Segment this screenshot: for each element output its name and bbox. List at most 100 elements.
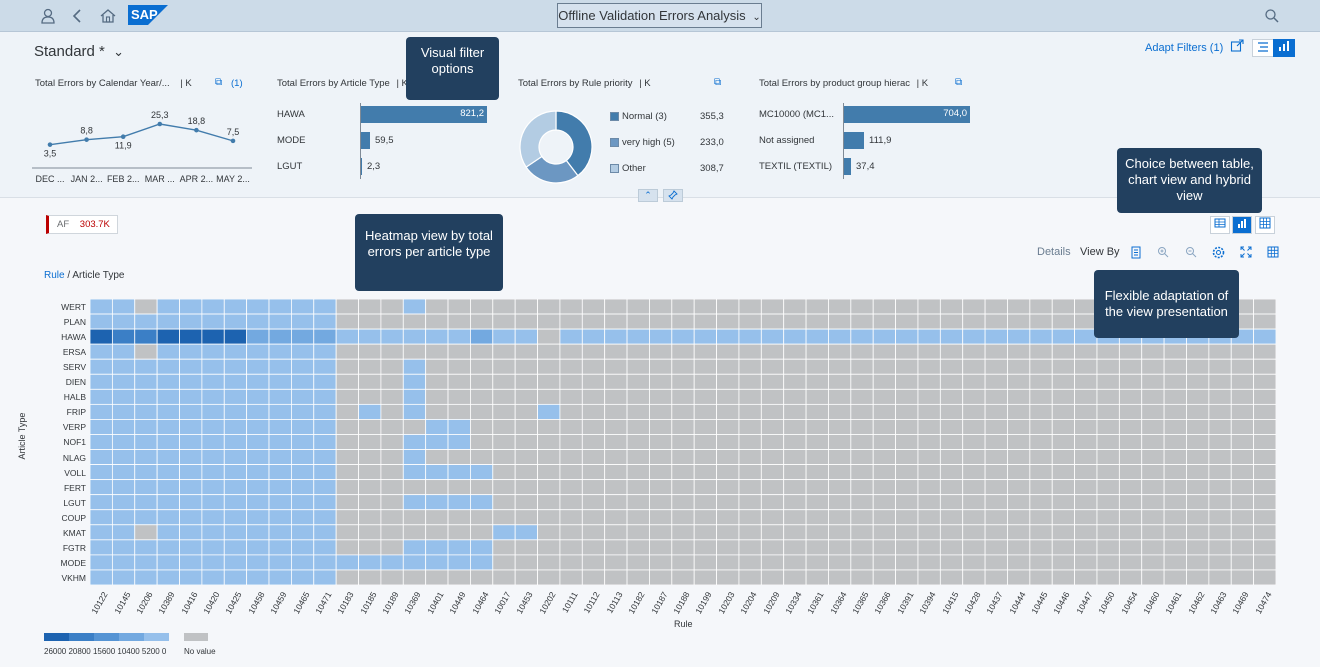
heatmap-cell[interactable] bbox=[290, 388, 315, 405]
heatmap-cell[interactable] bbox=[604, 479, 628, 496]
heatmap-cell[interactable] bbox=[537, 373, 561, 390]
heatmap-cell[interactable] bbox=[111, 449, 136, 465]
heatmap-cell[interactable] bbox=[1141, 373, 1165, 390]
calendar-line-chart[interactable]: 3,5 DEC ... 8,8 JAN 2... 11,9 FEB 2... 25,3 MAR… bbox=[30, 100, 260, 190]
heatmap-cell[interactable] bbox=[850, 373, 874, 390]
heatmap-cell[interactable] bbox=[1051, 299, 1076, 315]
heatmap-cell[interactable] bbox=[268, 464, 292, 481]
heatmap-cell[interactable] bbox=[1141, 388, 1165, 405]
heatmap-cell[interactable] bbox=[917, 509, 941, 526]
heatmap-cell[interactable] bbox=[939, 479, 964, 496]
heatmap-cell[interactable] bbox=[760, 388, 785, 405]
heatmap-cell[interactable] bbox=[805, 388, 829, 405]
heatmap-cell[interactable] bbox=[962, 509, 986, 526]
heatmap-cell[interactable] bbox=[537, 554, 561, 571]
heatmap-cell[interactable] bbox=[984, 328, 1008, 345]
heatmap-cell[interactable] bbox=[939, 299, 964, 315]
heatmap-cell[interactable] bbox=[850, 313, 874, 330]
heatmap-cell[interactable] bbox=[671, 328, 695, 345]
heatmap-cell[interactable] bbox=[470, 449, 494, 465]
heatmap-cell[interactable] bbox=[290, 434, 315, 450]
heatmap-cell[interactable] bbox=[447, 358, 471, 375]
heatmap-cell[interactable] bbox=[402, 509, 427, 526]
heatmap-cell[interactable] bbox=[738, 403, 762, 420]
heatmap-cell[interactable] bbox=[649, 403, 673, 420]
heatmap-cell[interactable] bbox=[111, 524, 136, 541]
article-type-bar[interactable] bbox=[361, 132, 370, 149]
heatmap-cell[interactable] bbox=[872, 539, 896, 556]
heatmap-cell[interactable] bbox=[828, 539, 852, 556]
line-point[interactable] bbox=[194, 127, 199, 133]
heatmap-cell[interactable] bbox=[447, 434, 471, 450]
heatmap-cell[interactable] bbox=[514, 373, 538, 390]
priority-legend-label[interactable]: Other bbox=[622, 163, 646, 174]
priority-donut-chart[interactable] bbox=[518, 109, 594, 185]
heatmap-cell[interactable] bbox=[1074, 479, 1098, 496]
heatmap-cell[interactable] bbox=[514, 358, 538, 375]
heatmap-cell[interactable] bbox=[290, 539, 315, 556]
heatmap-cell[interactable] bbox=[559, 299, 583, 315]
heatmap-cell[interactable] bbox=[492, 539, 516, 556]
heatmap-cell[interactable] bbox=[850, 524, 874, 541]
heatmap-cell[interactable] bbox=[917, 554, 941, 571]
heatmap-cell[interactable] bbox=[156, 313, 180, 330]
heatmap-cell[interactable] bbox=[380, 388, 404, 405]
heatmap-cell[interactable] bbox=[156, 343, 180, 360]
heatmap-cell[interactable] bbox=[671, 434, 695, 450]
heatmap-cell[interactable] bbox=[984, 313, 1008, 330]
priority-legend-label[interactable]: Normal (3) bbox=[622, 111, 667, 122]
heatmap-cell[interactable] bbox=[156, 554, 180, 571]
heatmap-cell[interactable] bbox=[537, 313, 561, 330]
heatmap-cell[interactable] bbox=[939, 403, 964, 420]
heatmap-cell[interactable] bbox=[514, 554, 538, 571]
heatmap-cell[interactable] bbox=[716, 524, 740, 541]
share-icon[interactable] bbox=[1226, 39, 1248, 57]
heatmap-cell[interactable] bbox=[1208, 524, 1232, 541]
heatmap-cell[interactable] bbox=[90, 419, 113, 435]
heatmap-cell[interactable] bbox=[470, 524, 494, 541]
heatmap-cell[interactable] bbox=[1230, 419, 1255, 435]
heatmap-cell[interactable] bbox=[290, 328, 315, 345]
heatmap-cell[interactable] bbox=[760, 299, 785, 315]
heatmap-cell[interactable] bbox=[581, 388, 606, 405]
heatmap-cell[interactable] bbox=[559, 373, 583, 390]
heatmap-cell[interactable] bbox=[828, 509, 852, 526]
heatmap-cell[interactable] bbox=[179, 434, 203, 450]
heatmap-cell[interactable] bbox=[783, 419, 807, 435]
product-group-bar[interactable] bbox=[844, 132, 864, 149]
heatmap-cell[interactable] bbox=[358, 569, 382, 585]
heatmap-cell[interactable] bbox=[223, 419, 248, 435]
heatmap-cell[interactable] bbox=[492, 494, 516, 511]
heatmap-cell[interactable] bbox=[1141, 494, 1165, 511]
heatmap-cell[interactable] bbox=[201, 313, 225, 330]
heatmap-cell[interactable] bbox=[223, 449, 248, 465]
heatmap-cell[interactable] bbox=[134, 554, 158, 571]
heatmap-cell[interactable] bbox=[962, 313, 986, 330]
heatmap-cell[interactable] bbox=[671, 494, 695, 511]
heatmap-cell[interactable] bbox=[581, 299, 606, 315]
heatmap-cell[interactable] bbox=[559, 479, 583, 496]
heatmap-cell[interactable] bbox=[939, 313, 964, 330]
heatmap-cell[interactable] bbox=[313, 328, 337, 345]
heatmap-cell[interactable] bbox=[895, 554, 919, 571]
heatmap-cell[interactable] bbox=[850, 434, 874, 450]
heatmap-cell[interactable] bbox=[939, 524, 964, 541]
heatmap-cell[interactable] bbox=[425, 554, 449, 571]
heatmap-cell[interactable] bbox=[738, 479, 762, 496]
heatmap-cell[interactable] bbox=[358, 388, 382, 405]
heatmap-cell[interactable] bbox=[201, 373, 225, 390]
heatmap-cell[interactable] bbox=[604, 524, 628, 541]
heatmap-cell[interactable] bbox=[447, 479, 471, 496]
heatmap-cell[interactable] bbox=[805, 569, 829, 585]
heatmap-cell[interactable] bbox=[201, 464, 225, 481]
heatmap-cell[interactable] bbox=[649, 328, 673, 345]
heatmap-cell[interactable] bbox=[984, 343, 1008, 360]
heatmap-cell[interactable] bbox=[313, 539, 337, 556]
heatmap-cell[interactable] bbox=[268, 479, 292, 496]
heatmap-cell[interactable] bbox=[268, 449, 292, 465]
heatmap-cell[interactable] bbox=[1051, 403, 1076, 420]
heatmap-cell[interactable] bbox=[1007, 419, 1031, 435]
heatmap-cell[interactable] bbox=[223, 539, 248, 556]
heatmap-cell[interactable] bbox=[559, 569, 583, 585]
heatmap-cell[interactable] bbox=[134, 569, 158, 585]
